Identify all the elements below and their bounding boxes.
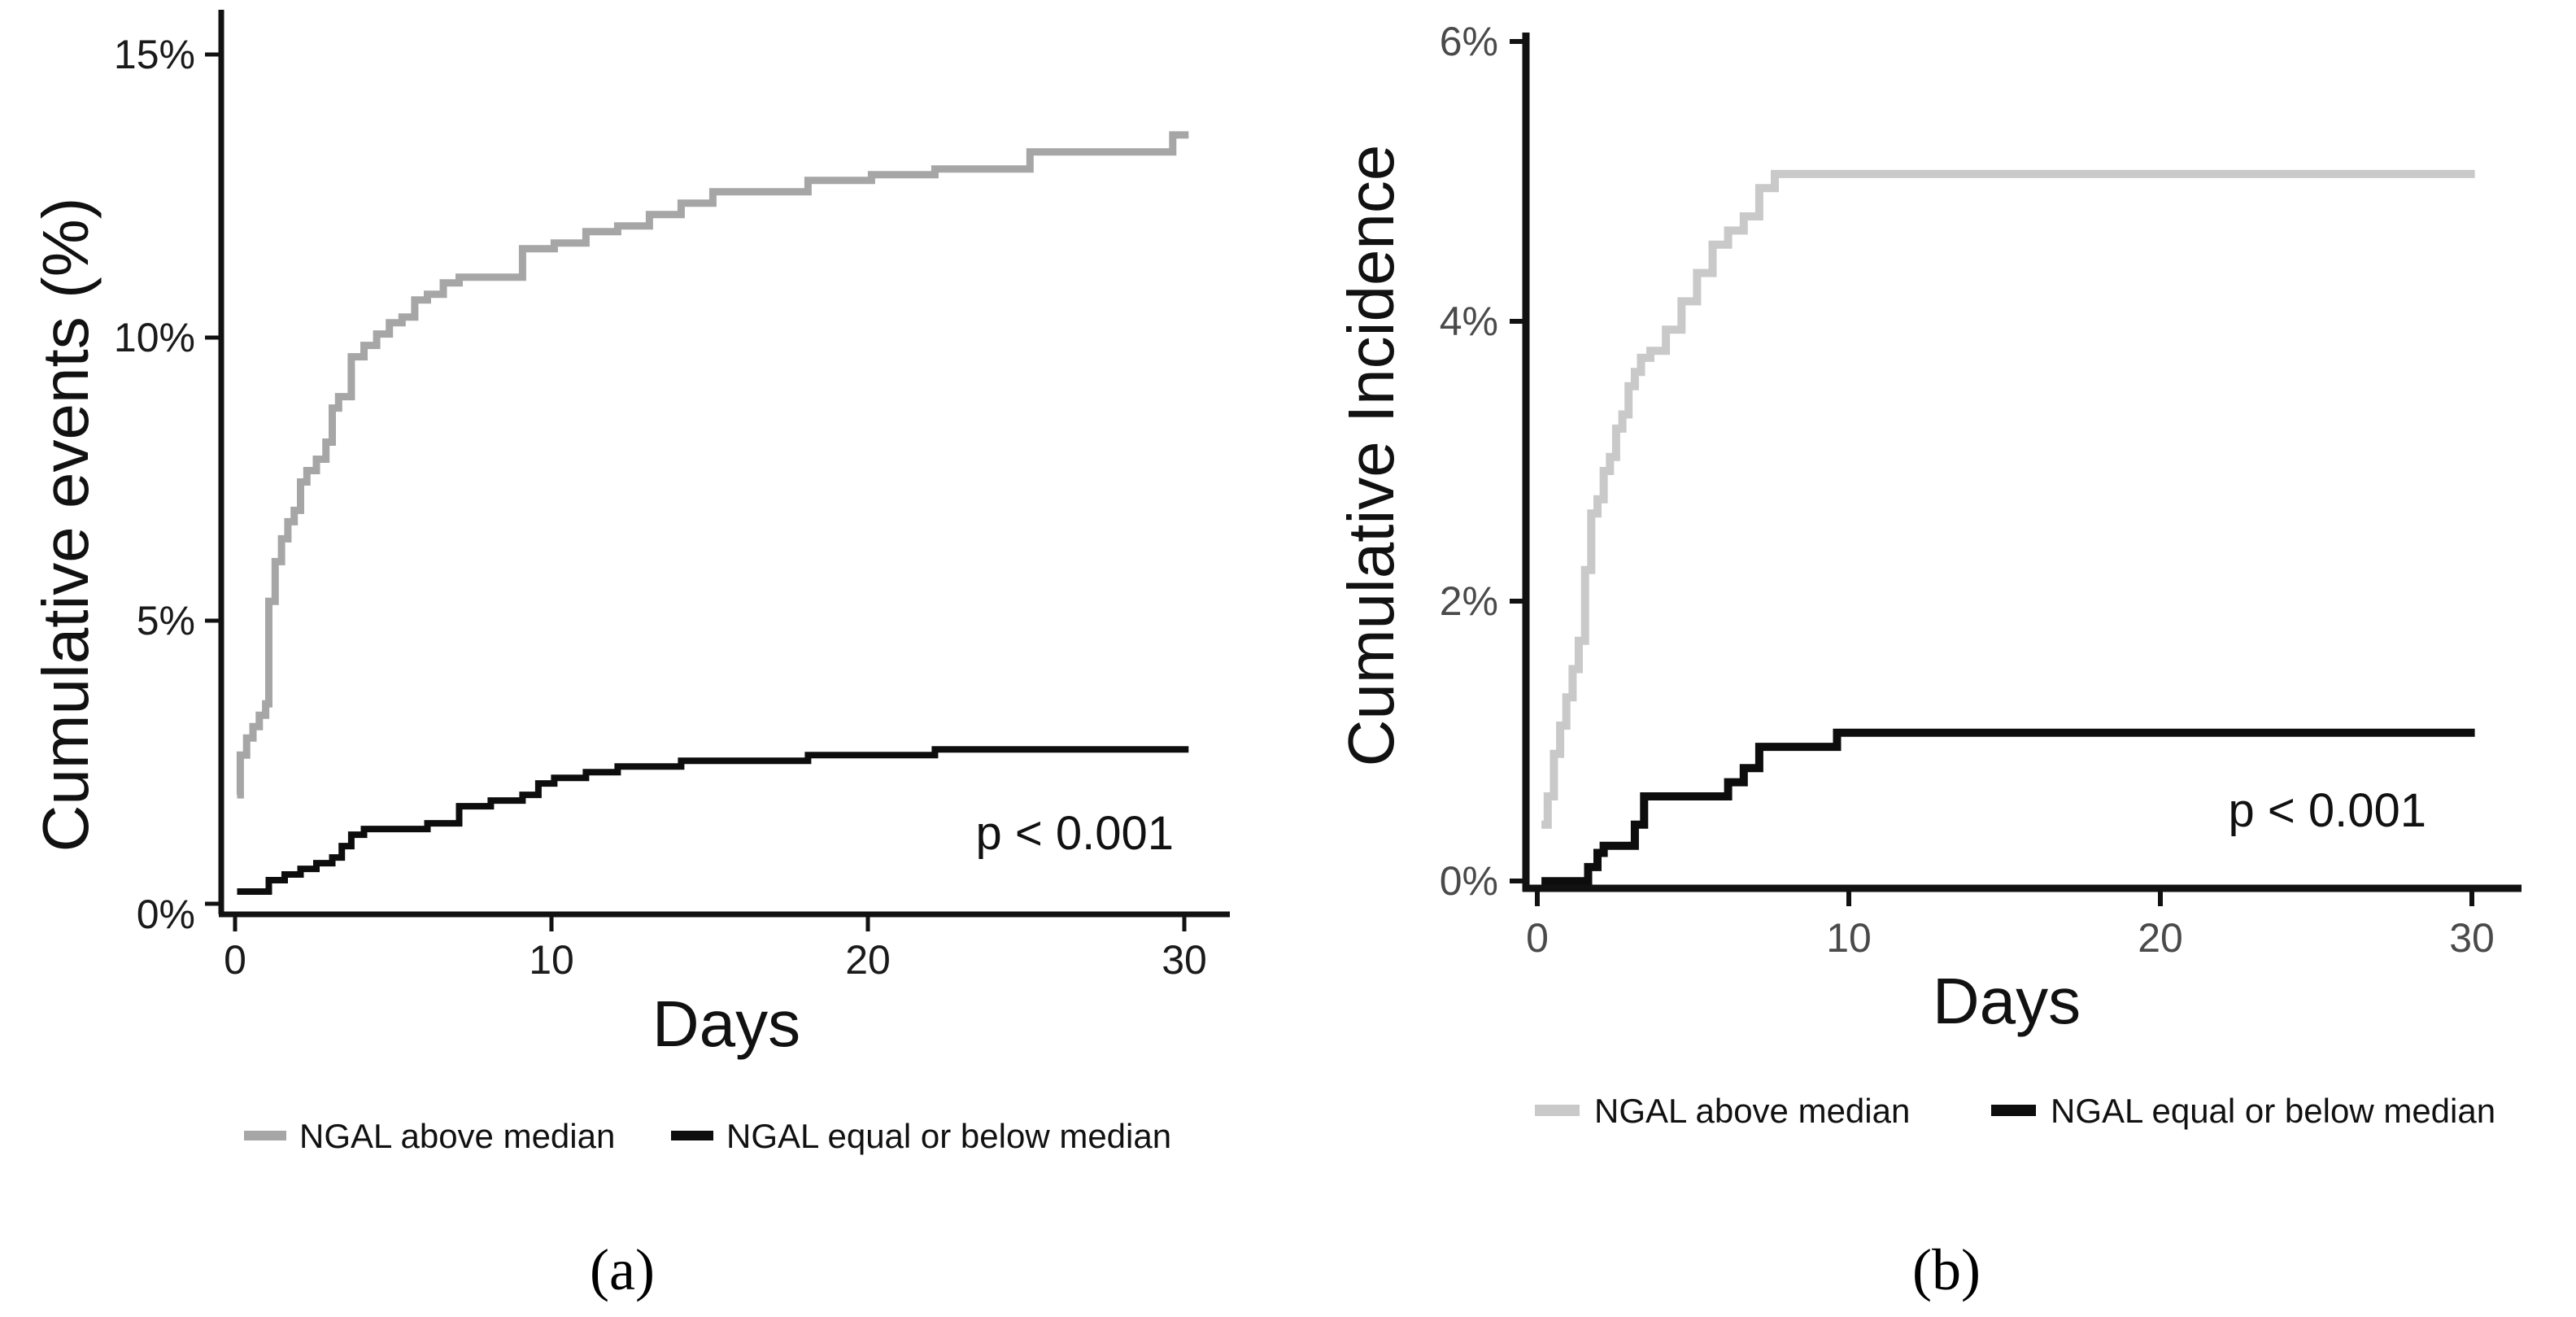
- panel-a-ytick-label-10: 10%: [114, 315, 195, 360]
- panel-b-xlabel: Days: [1933, 965, 2081, 1037]
- panel-a-series-below: [237, 746, 1189, 895]
- panel-b-ytick-label-0: 0%: [1440, 858, 1498, 904]
- panel-b-label: (b): [1912, 1237, 1981, 1302]
- panel-a-xtick-label-20: 20: [845, 937, 891, 983]
- panel-b-ytick-label-6: 6%: [1440, 19, 1498, 64]
- panel-a: 0% 5% 10% 15% 0 10 20 30 Cumulative even…: [29, 10, 1230, 1302]
- panel-b: 0% 2% 4% 6% 0 10 20 30 Cumulative Incide…: [1335, 19, 2522, 1302]
- panel-a-ytick-label-0: 0%: [137, 892, 195, 937]
- panel-b-xtick-label-20: 20: [2138, 915, 2183, 961]
- panel-a-curve-below: [237, 746, 1189, 895]
- panel-b-xtick-label-0: 0: [1526, 915, 1549, 961]
- panel-a-xlabel: Days: [652, 988, 800, 1060]
- panel-b-ytick-label-2: 2%: [1440, 578, 1498, 624]
- panel-a-series-above: [236, 131, 1189, 799]
- panel-b-legend-label-below: NGAL equal or below median: [2051, 1092, 2495, 1130]
- panel-a-ylabel: Cumulative events (%): [29, 198, 102, 853]
- panel-a-label: (a): [590, 1237, 655, 1302]
- panel-b-series-above: [1541, 169, 2475, 829]
- panel-b-xtick-label-10: 10: [1826, 915, 1872, 961]
- panel-a-legend-label-above: NGAL above median: [299, 1117, 615, 1155]
- panel-b-xtick-label-30: 30: [2449, 915, 2495, 961]
- panel-b-ylabel: Cumulative Incidence: [1335, 145, 1407, 767]
- panel-a-xtick-label-10: 10: [529, 937, 574, 983]
- panel-b-series-below: [1541, 728, 2475, 886]
- panel-b-legend: NGAL above median NGAL equal or below me…: [1535, 1092, 2495, 1130]
- panel-a-pvalue: p < 0.001: [976, 807, 1175, 860]
- panel-a-legend: NGAL above median NGAL equal or below me…: [244, 1117, 1171, 1155]
- panel-a-ytick-label-15: 15%: [114, 32, 195, 77]
- panel-b-curve-below: [1541, 728, 2475, 886]
- panel-b-ytick-label-4: 4%: [1440, 299, 1498, 344]
- panel-b-curve-above: [1541, 169, 2475, 829]
- panel-b-pvalue: p < 0.001: [2229, 784, 2427, 837]
- panel-a-curve-above: [236, 131, 1189, 799]
- panel-b-legend-label-above: NGAL above median: [1594, 1092, 1910, 1130]
- panel-a-xtick-label-30: 30: [1162, 937, 1207, 983]
- panel-a-ytick-label-5: 5%: [137, 598, 195, 643]
- panel-a-legend-label-below: NGAL equal or below median: [726, 1117, 1171, 1155]
- panel-a-xtick-label-0: 0: [224, 937, 246, 983]
